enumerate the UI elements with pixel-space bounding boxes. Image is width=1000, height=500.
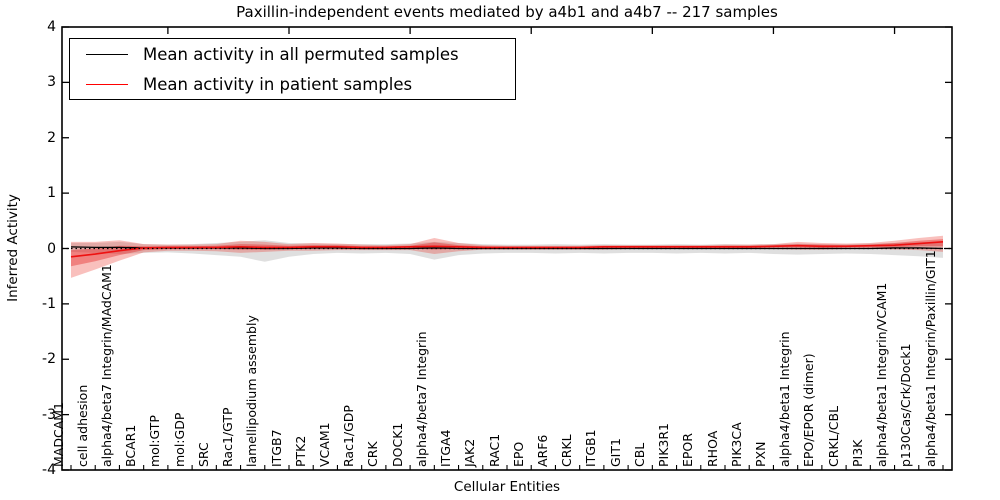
permuted-samples-range-band — [71, 240, 943, 262]
x-tick-label: CBL — [631, 442, 647, 467]
x-tick-label: MADCAM1 — [50, 402, 66, 467]
legend-item-patient: Mean activity in patient samples — [70, 70, 515, 99]
x-tick-label: SRC — [195, 442, 211, 467]
y-tick-label: -1 — [42, 295, 56, 312]
x-tick-label: alpha4/beta1 Integrin/VCAM1 — [874, 282, 890, 467]
y-tick-label: 2 — [47, 129, 56, 146]
y-tick-label: 3 — [47, 74, 56, 91]
x-tick-label: RHOA — [704, 430, 720, 467]
legend-label-permuted: Mean activity in all permuted samples — [143, 45, 459, 64]
x-tick-label: Rac1/GDP — [341, 405, 357, 467]
x-tick-label: alpha4/beta1 Integrin — [777, 331, 793, 467]
y-tick-label: 0 — [47, 240, 56, 257]
x-tick-label: EPO/EPOR (dimer) — [801, 353, 817, 467]
patient-samples-range-band — [71, 235, 943, 278]
x-tick-label: Rac1/GTP — [220, 407, 236, 467]
x-tick-label: p130Cas/Crk/Dock1 — [898, 343, 914, 467]
x-tick-label: DOCK1 — [389, 422, 405, 467]
x-tick-label: ITGA4 — [438, 429, 454, 467]
patient-mean-line — [70, 241, 944, 258]
x-tick-label: GIT1 — [607, 438, 623, 467]
x-tick-label: RAC1 — [486, 433, 502, 467]
x-tick-label: PIK3CA — [728, 422, 744, 467]
x-tick-label: CRK — [365, 441, 381, 467]
x-tick-label: alpha4/beta7 Integrin/MAdCAM1 — [98, 264, 114, 467]
x-tick-label: mol:GDP — [171, 412, 187, 467]
x-tick-label: alpha4/beta1 Integrin/Paxillin/GIT1 — [922, 250, 938, 467]
chart-title: Paxillin-independent events mediated by … — [236, 3, 778, 21]
x-tick-label: EPOR — [680, 433, 696, 467]
y-tick-label: 1 — [47, 185, 56, 202]
x-axis-label: Cellular Entities — [453, 479, 561, 495]
x-tick-label: ITGB1 — [583, 429, 599, 467]
x-tick-label: ITGB7 — [268, 429, 284, 467]
x-tick-label: JAK2 — [462, 438, 478, 467]
x-tick-label: PTK2 — [292, 435, 308, 467]
patient-line-swatch — [86, 84, 128, 85]
legend-label-patient: Mean activity in patient samples — [143, 75, 413, 94]
x-tick-label: ARF6 — [534, 434, 550, 467]
x-tick-label: mol:GTP — [147, 415, 163, 467]
x-tick-label: EPO — [510, 441, 526, 467]
x-tick-label: cell adhesion — [74, 384, 90, 467]
x-tick-label: alpha4/beta7 Integrin — [413, 331, 429, 467]
x-tick-label: PIK3R1 — [656, 422, 672, 467]
legend-box: Mean activity in all permuted samples Me… — [69, 38, 516, 100]
x-tick-label: BCAR1 — [123, 424, 139, 467]
legend-item-permuted: Mean activity in all permuted samples — [70, 40, 515, 69]
x-tick-label: PXN — [752, 441, 768, 467]
x-tick-label: CRKL/CBL — [825, 405, 841, 467]
permuted-line-swatch — [86, 54, 128, 55]
y-tick-label: -2 — [42, 351, 56, 368]
x-tick-label: VCAM1 — [316, 422, 332, 467]
y-tick-label: -4 — [42, 462, 56, 478]
x-tick-label: CRKL — [559, 434, 575, 467]
y-tick-label: -3 — [42, 406, 56, 423]
x-tick-label: PI3K — [849, 439, 865, 467]
y-tick-label: 4 — [47, 19, 56, 35]
x-tick-label: lamellipodium assembly — [244, 315, 260, 467]
patient-samples-range-inner-band — [71, 239, 943, 267]
